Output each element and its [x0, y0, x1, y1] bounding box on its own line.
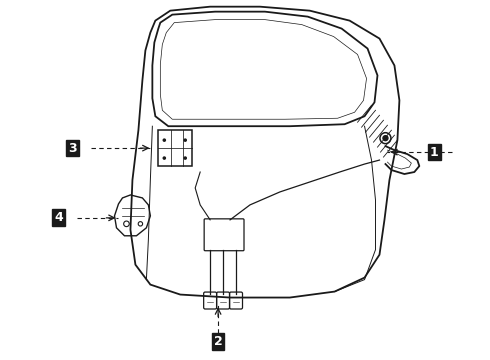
Circle shape	[383, 136, 388, 141]
Text: 3: 3	[68, 141, 77, 155]
Bar	[158, 130, 192, 166]
Text: 1: 1	[430, 145, 439, 159]
Circle shape	[163, 138, 166, 142]
Circle shape	[163, 156, 166, 160]
Circle shape	[183, 156, 187, 160]
Circle shape	[183, 138, 187, 142]
Text: 2: 2	[214, 335, 222, 348]
Text: 4: 4	[54, 211, 63, 224]
